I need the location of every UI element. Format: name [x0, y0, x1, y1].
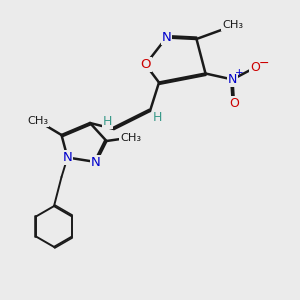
Text: CH₃: CH₃	[120, 133, 141, 143]
Text: CH₃: CH₃	[222, 20, 243, 31]
Text: +: +	[235, 68, 243, 78]
Text: CH₃: CH₃	[27, 116, 48, 127]
Text: N: N	[63, 151, 72, 164]
Text: H: H	[153, 111, 162, 124]
Text: O: O	[229, 97, 239, 110]
Text: −: −	[259, 57, 269, 70]
Text: N: N	[91, 155, 101, 169]
Text: H: H	[103, 115, 112, 128]
Text: O: O	[250, 61, 260, 74]
Text: N: N	[228, 73, 237, 86]
Text: O: O	[140, 58, 151, 71]
Text: N: N	[162, 31, 171, 44]
